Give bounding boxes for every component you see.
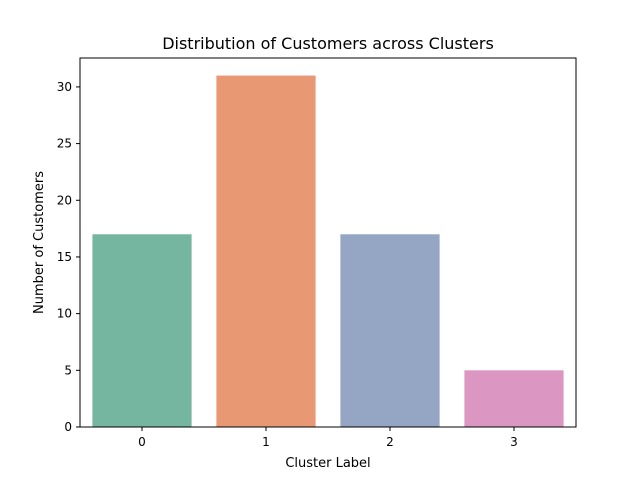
bar-cluster-3 <box>464 370 564 427</box>
bar-cluster-2 <box>340 234 440 427</box>
y-axis-label: Number of Customers <box>32 171 47 314</box>
x-axis-ticks: 0 1 2 3 <box>138 427 518 449</box>
chart-title: Distribution of Customers across Cluster… <box>162 34 494 53</box>
x-tick-label: 3 <box>510 435 518 449</box>
y-tick-label: 20 <box>57 193 72 207</box>
x-tick-label: 1 <box>262 435 270 449</box>
y-tick-label: 25 <box>57 137 72 151</box>
y-tick-label: 0 <box>64 420 72 434</box>
y-tick-label: 30 <box>57 80 72 94</box>
y-axis-ticks: 0 5 10 15 20 25 30 <box>57 80 80 434</box>
x-tick-label: 2 <box>386 435 394 449</box>
x-axis-label: Cluster Label <box>285 456 370 471</box>
y-tick-label: 5 <box>64 363 72 377</box>
bar-cluster-1 <box>216 75 316 428</box>
x-tick-label: 0 <box>138 435 146 449</box>
y-tick-label: 10 <box>57 307 72 321</box>
bar-cluster-0 <box>92 234 192 427</box>
plot-frame <box>79 57 577 428</box>
y-tick-label: 15 <box>57 250 72 264</box>
bars-group <box>92 75 564 428</box>
